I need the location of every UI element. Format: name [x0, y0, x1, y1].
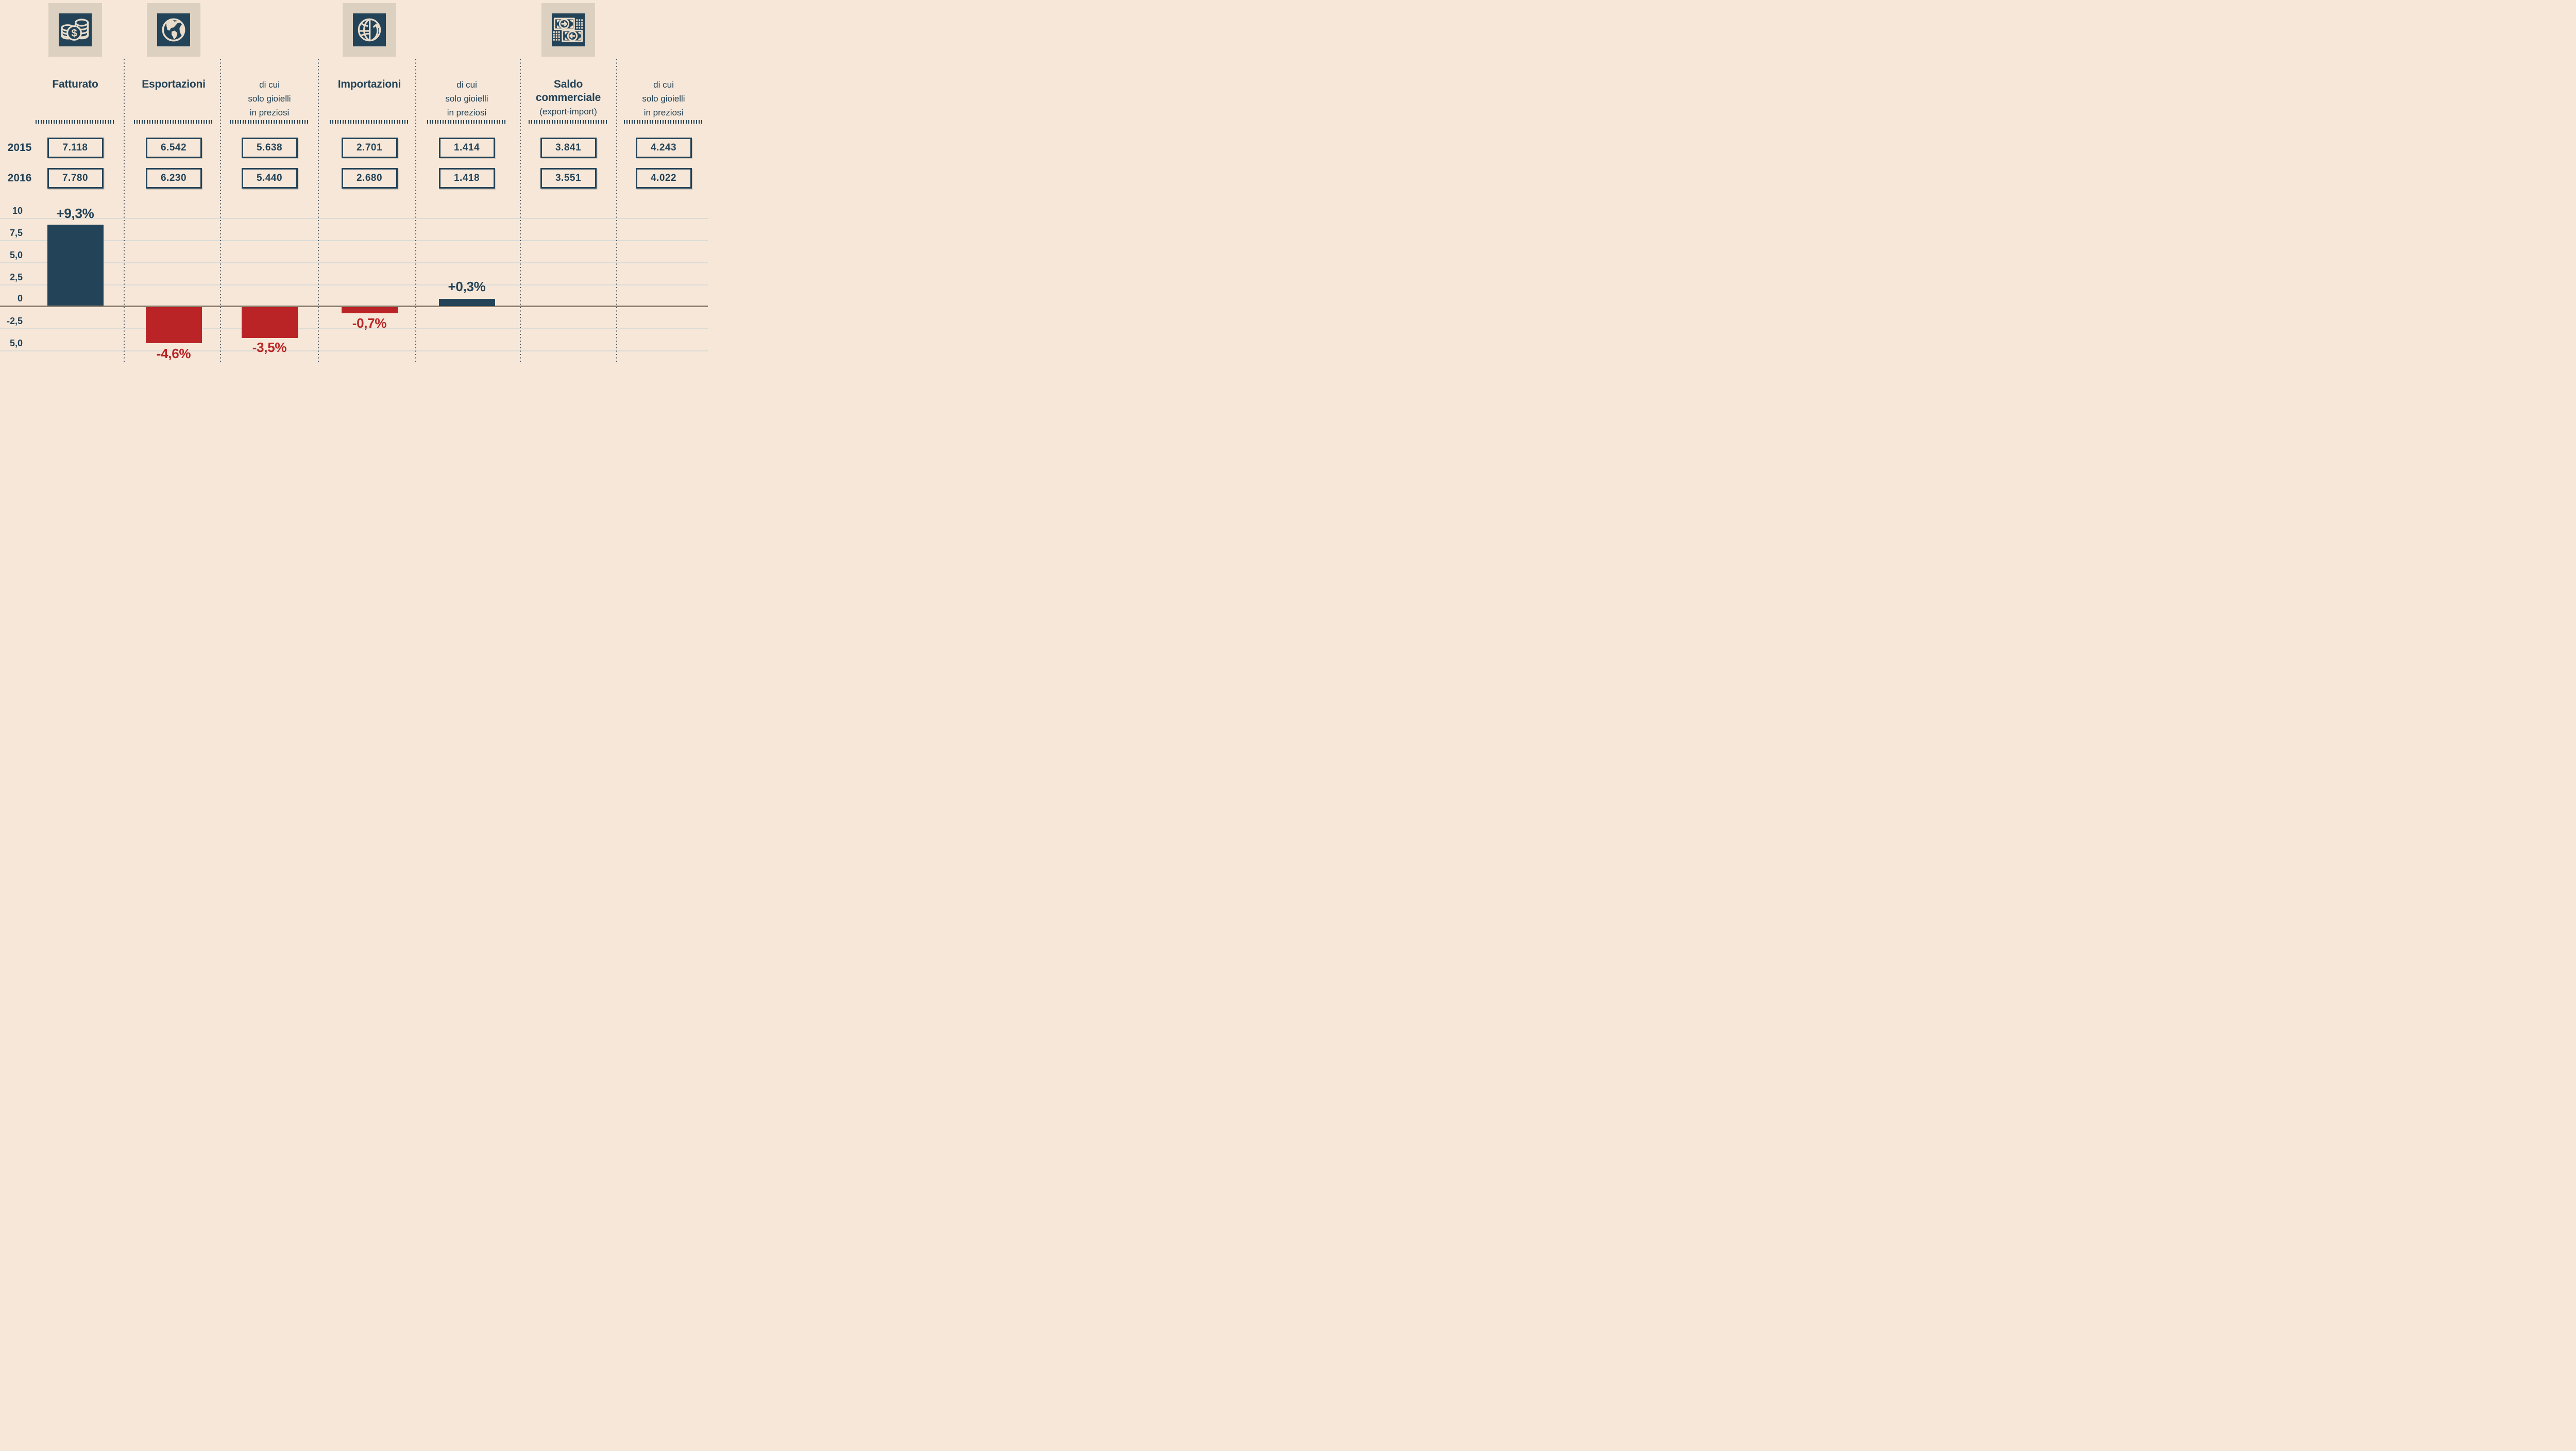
header-title-line: commerciale — [535, 92, 601, 104]
header-title-line: in preziosi — [249, 108, 290, 117]
change-label-importazioni: -0,7% — [352, 315, 387, 331]
value-box-2016-saldo-commerciale: 3.551 — [540, 168, 597, 189]
header-title-line: in preziosi — [447, 108, 487, 117]
bar-esportazioni-gioielli — [241, 307, 298, 338]
column-separator — [318, 59, 319, 363]
banknotes-icon — [552, 13, 585, 46]
svg-text:$: $ — [71, 28, 77, 39]
header-dotted-rule — [134, 120, 213, 124]
year-label-2016: 2016 — [7, 172, 32, 184]
header-title-line: solo gioielli — [445, 94, 488, 104]
value-box-2016-importazioni: 2.680 — [341, 168, 398, 189]
change-label-esportazioni: -4,6% — [156, 346, 191, 361]
bar-importazioni — [341, 307, 398, 313]
header-title-line: solo gioielli — [642, 94, 685, 104]
header-saldo-commerciale: Saldo commerciale (export-import) — [519, 78, 617, 119]
axis-tick-label: 2,5 — [9, 272, 23, 282]
axis-tick-label: 5,0 — [9, 338, 23, 348]
header-subtitle: (export-import) — [539, 107, 597, 116]
header-title: Esportazioni — [142, 78, 206, 90]
value-box-2015-saldo-gioielli: 4.243 — [635, 138, 692, 158]
bar-esportazioni — [145, 307, 202, 343]
header-title: Importazioni — [337, 78, 401, 90]
value-box-2015-importazioni-gioielli: 1.414 — [438, 138, 495, 158]
change-label-fatturato: +9,3% — [56, 206, 94, 221]
value-box-2016-esportazioni-gioielli: 5.440 — [241, 168, 298, 189]
chart-gridline — [0, 284, 708, 285]
value-box-2015-fatturato: 7.118 — [47, 138, 104, 158]
bar-fatturato — [47, 225, 104, 306]
axis-tick-label: 7,5 — [9, 228, 23, 238]
column-separator — [616, 59, 617, 363]
header-title-line: di cui — [259, 80, 280, 90]
header-dotted-rule — [427, 120, 506, 124]
chart-gridline — [0, 218, 708, 219]
header-importazioni-gioielli: di cui solo gioielli in preziosi — [418, 78, 516, 120]
header-title-line: di cui — [653, 80, 674, 90]
globe-arrow-icon — [353, 13, 386, 46]
value-box-2016-importazioni-gioielli: 1.418 — [438, 168, 495, 189]
value-box-2016-esportazioni: 6.230 — [145, 168, 202, 189]
header-dotted-rule — [36, 120, 115, 124]
value-box-2015-esportazioni-gioielli: 5.638 — [241, 138, 298, 158]
value-box-2015-importazioni: 2.701 — [341, 138, 398, 158]
change-label-esportazioni-gioielli: -3,5% — [252, 340, 287, 355]
bar-importazioni-gioielli — [438, 299, 495, 306]
value-box-2015-saldo-commerciale: 3.841 — [540, 138, 597, 158]
header-importazioni: Importazioni — [320, 78, 418, 91]
header-dotted-rule — [529, 120, 608, 124]
header-title: Fatturato — [52, 78, 98, 90]
value-box-2016-saldo-gioielli: 4.022 — [635, 168, 692, 189]
chart-gridline — [0, 350, 708, 351]
icon-tile-esportazioni — [147, 3, 200, 57]
chart-gridline — [0, 240, 708, 241]
header-esportazioni-gioielli: di cui solo gioielli in preziosi — [221, 78, 318, 120]
value-box-2015-esportazioni: 6.542 — [145, 138, 202, 158]
chart-zero-line — [0, 306, 708, 307]
trade-infographic-canvas: 10 7,5 5,0 2,5 0 -2,5 5,0 2015 2016 $ Fatturato 7… — [0, 0, 708, 363]
year-label-2015: 2015 — [7, 142, 32, 154]
column-separator — [520, 59, 521, 363]
header-title-line: in preziosi — [643, 108, 684, 117]
header-title-line: Saldo — [553, 78, 583, 90]
header-saldo-gioielli: di cui solo gioielli in preziosi — [615, 78, 708, 120]
chart-gridline — [0, 328, 708, 329]
header-dotted-rule — [230, 120, 309, 124]
axis-tick-label: 5,0 — [9, 250, 23, 260]
header-title-line: di cui — [456, 80, 477, 90]
header-esportazioni: Esportazioni — [125, 78, 223, 91]
header-dotted-rule — [624, 120, 703, 124]
column-separator — [415, 59, 416, 363]
icon-tile-fatturato: $ — [48, 3, 102, 57]
icon-tile-importazioni — [343, 3, 396, 57]
header-dotted-rule — [330, 120, 409, 124]
column-separator — [124, 59, 125, 363]
axis-tick-label: 0 — [17, 293, 23, 303]
globe-icon — [157, 13, 190, 46]
value-box-2016-fatturato: 7.780 — [47, 168, 104, 189]
change-label-importazioni-gioielli: +0,3% — [448, 279, 486, 294]
coins-icon: $ — [59, 13, 92, 46]
icon-tile-saldo-commerciale — [541, 3, 595, 57]
column-separator — [220, 59, 221, 363]
axis-tick-label: 10 — [12, 206, 23, 216]
header-title-line: solo gioielli — [248, 94, 291, 104]
axis-tick-label: -2,5 — [6, 316, 23, 326]
header-fatturato: Fatturato — [26, 78, 124, 91]
chart-gridline — [0, 262, 708, 263]
